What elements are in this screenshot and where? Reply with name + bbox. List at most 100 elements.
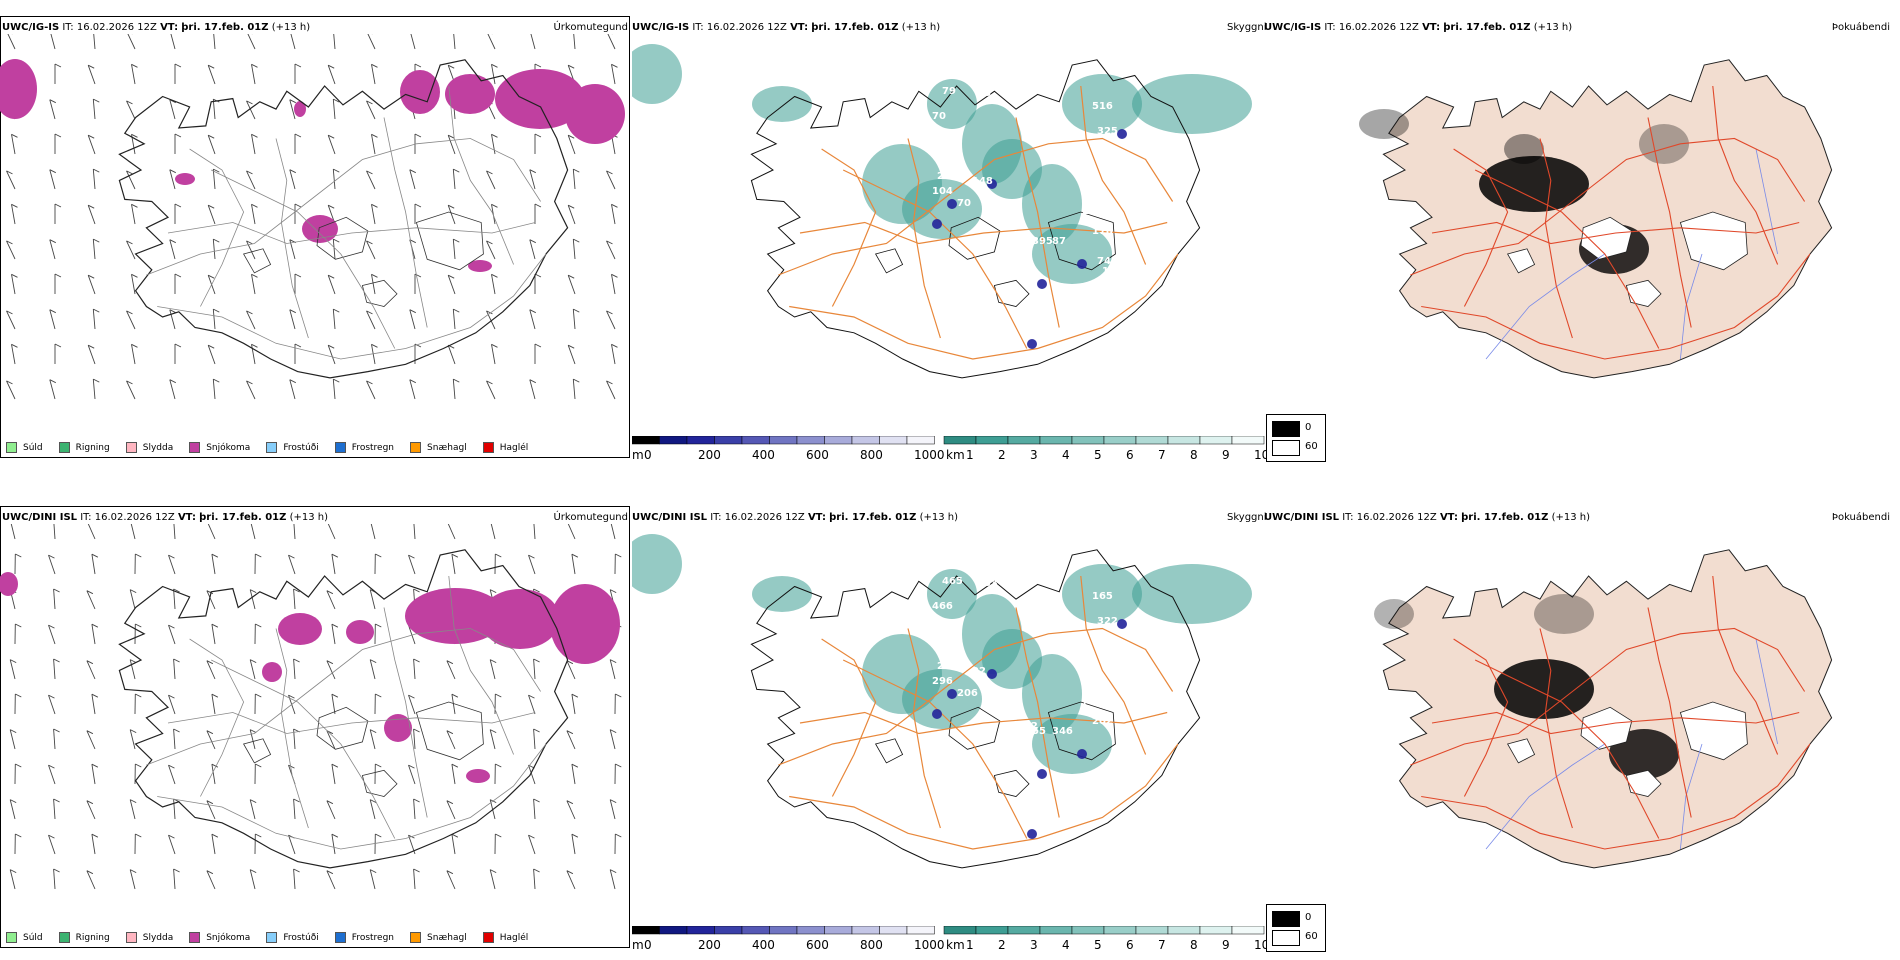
- cloud-base-label: 516: [1092, 101, 1113, 112]
- wind-barb: [607, 34, 616, 49]
- wind-barb-flag: [375, 554, 381, 557]
- wind-barb: [332, 554, 335, 574]
- colorbar-cell: [907, 436, 935, 444]
- wind-barb-flag: [54, 659, 60, 662]
- wind-barb: [170, 380, 175, 399]
- colorbar-tick: 1000: [914, 448, 945, 462]
- wind-barb: [170, 100, 175, 119]
- wind-barb: [93, 99, 95, 119]
- wind-barb: [54, 659, 55, 679]
- wind-barb: [50, 380, 55, 399]
- wind-barb-flag: [92, 624, 98, 627]
- wind-barb: [370, 660, 375, 679]
- wind-barb: [367, 34, 376, 49]
- wind-barb: [252, 64, 256, 84]
- wind-barb: [7, 171, 16, 189]
- cloud-base-label: 61: [1017, 231, 1031, 242]
- colorbar-tick: 3: [1030, 448, 1038, 462]
- wind-barb: [327, 591, 335, 609]
- wind-barb: [127, 34, 136, 49]
- wind-barb-flag: [93, 309, 99, 312]
- wind-barb: [212, 554, 215, 574]
- snow-area: [565, 84, 625, 144]
- panel-title: Skyggni: [1227, 22, 1267, 34]
- colorbar-cell: [880, 926, 908, 934]
- legend-swatch: [483, 442, 494, 453]
- wind-barb: [327, 871, 335, 889]
- colorbar-tick: 6: [1126, 448, 1134, 462]
- wind-barb: [332, 764, 335, 784]
- colorbar-tick: 800: [860, 448, 883, 462]
- wind-barb: [127, 381, 136, 399]
- wind-barb: [572, 764, 575, 784]
- wind-barb-flag: [212, 554, 218, 557]
- wind-barb: [174, 729, 175, 749]
- wind-barb: [247, 34, 256, 49]
- wind-barb: [607, 381, 616, 399]
- wind-barb: [50, 100, 55, 119]
- wind-barb: [7, 34, 16, 49]
- wind-barb: [87, 801, 95, 819]
- wind-barb: [490, 870, 495, 889]
- snow-area: [550, 584, 620, 664]
- wind-barb: [452, 554, 455, 574]
- wind-barb-flag: [415, 64, 421, 67]
- snow-area: [480, 589, 560, 649]
- cloud-base-label: 465: [942, 576, 963, 587]
- wind-barb: [174, 524, 175, 539]
- legend-item: Frostregn: [335, 442, 394, 453]
- snow-area: [466, 769, 490, 783]
- wind-barb: [453, 239, 455, 259]
- panel-title: Skyggni: [1227, 512, 1267, 524]
- wind-barb: [487, 34, 496, 49]
- low-cloud-spot: [1077, 749, 1087, 759]
- wind-barb-flag: [495, 554, 501, 557]
- wind-barb: [610, 524, 615, 539]
- wind-barb: [207, 801, 215, 819]
- wind-barb: [447, 731, 455, 749]
- wind-barb: [612, 274, 616, 294]
- colorbar-tick: 200: [698, 448, 721, 462]
- legend-swatch: [126, 442, 137, 453]
- colorbar-cell: [1040, 436, 1072, 444]
- wind-barb: [132, 274, 136, 294]
- legend-label: Slydda: [143, 443, 173, 453]
- wind-barb-flag: [54, 799, 60, 802]
- legend-label: Snæhagl: [427, 933, 467, 943]
- colorbar-cell: [852, 926, 880, 934]
- wind-barb-flag: [175, 64, 181, 67]
- wind-barb-flag: [295, 134, 301, 137]
- legend-item: Snjókoma: [189, 932, 250, 943]
- wind-barb: [370, 590, 375, 609]
- wind-barb-flag: [573, 309, 579, 312]
- snow-area: [175, 173, 195, 185]
- colorbar-cell: [632, 926, 660, 934]
- wind-barb-flag: [255, 554, 261, 557]
- wind-barb: [87, 591, 95, 609]
- wind-barb: [174, 659, 175, 679]
- low-cloud-spot: [1117, 129, 1127, 139]
- colorbar-cell: [1104, 926, 1136, 934]
- wind-barb: [610, 660, 615, 679]
- colorbar-cell: [907, 926, 935, 934]
- wind-barb: [410, 310, 415, 329]
- colorbar-tick: 4: [1062, 448, 1070, 462]
- wind-barb: [367, 311, 376, 329]
- wind-barb: [410, 34, 415, 49]
- wind-barb-flag: [332, 624, 338, 627]
- wind-barb-flag: [294, 799, 300, 802]
- wind-barb: [10, 660, 15, 679]
- low-cloud-spot: [947, 199, 957, 209]
- wind-barb-flag: [572, 764, 578, 767]
- wind-barb-flag: [55, 344, 61, 347]
- wind-barb: [414, 869, 415, 889]
- wind-barb-flag: [93, 239, 99, 242]
- wind-barb-flag: [255, 694, 261, 697]
- wind-barb-flag: [333, 239, 339, 242]
- cloud-base-label: 178: [1092, 226, 1113, 237]
- colorbar-cell: [770, 926, 798, 934]
- colorbar-tick: m: [632, 448, 644, 462]
- wind-barb: [370, 870, 375, 889]
- wind-barb: [573, 239, 575, 259]
